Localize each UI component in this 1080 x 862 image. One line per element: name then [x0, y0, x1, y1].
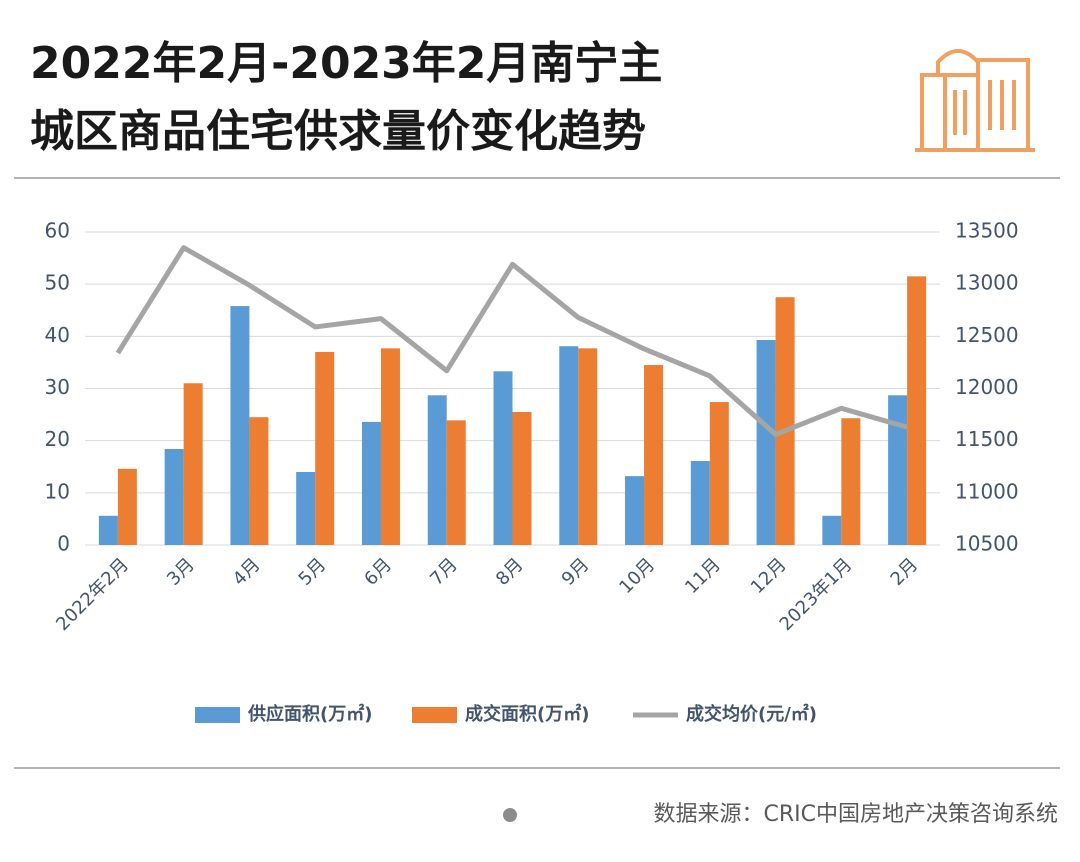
x-tick-label: 2月	[887, 554, 923, 590]
bar	[578, 348, 598, 545]
line	[115, 245, 908, 437]
y2-tick-label: 12500	[955, 323, 1019, 347]
bar	[249, 417, 269, 545]
bar	[756, 339, 776, 545]
x-tick-label: 5月	[295, 554, 331, 590]
bar	[183, 383, 203, 545]
x-tick-label: 2022年2月	[52, 554, 133, 635]
bar	[361, 421, 381, 545]
y2-tick-label: 13000	[955, 271, 1019, 295]
y-tick-label: 20	[45, 427, 70, 451]
x-tick-label: 12月	[747, 554, 791, 598]
y2-tick-label: 11000	[955, 479, 1019, 503]
x-tick-label: 11月	[681, 554, 725, 598]
bar	[559, 346, 579, 545]
bar	[644, 365, 664, 545]
building-icon	[915, 49, 1035, 152]
bar	[690, 461, 710, 545]
y-tick-label: 0	[57, 532, 70, 556]
y2-tick-label: 12000	[955, 375, 1019, 399]
bar	[822, 515, 842, 545]
x-tick-label: 3月	[163, 554, 199, 590]
bar	[315, 351, 335, 545]
legend-label: 成交均价(元/㎡)	[686, 703, 817, 725]
legend-label: 供应面积(万㎡)	[247, 703, 372, 725]
bar	[117, 468, 137, 545]
bar	[709, 402, 729, 545]
y-tick-label: 50	[45, 271, 70, 295]
y2-tick-label: 13500	[955, 219, 1019, 243]
source: 数据来源：CRIC中国房地产决策咨询系统	[654, 802, 1059, 827]
chart-title: 2022年2月-2023年2月南宁主	[30, 38, 662, 89]
y-tick-label: 30	[45, 375, 70, 399]
legend-label: 成交面积(万㎡)	[465, 703, 589, 725]
x-tick-label: 6月	[360, 554, 396, 590]
x-tick-label: 9月	[558, 554, 594, 590]
x-tick-label: 4月	[229, 554, 265, 590]
bar	[888, 395, 908, 545]
bar	[907, 276, 927, 545]
bar	[427, 395, 447, 545]
bar	[493, 371, 513, 545]
y2-tick-label: 10500	[955, 532, 1019, 556]
x-tick-label: 7月	[426, 554, 462, 590]
bar	[625, 476, 645, 545]
bar	[380, 348, 400, 545]
y-tick-label: 40	[45, 323, 70, 347]
source-dot	[503, 808, 517, 822]
legend-swatch	[195, 707, 240, 723]
bar	[775, 297, 795, 545]
legend-swatch	[412, 707, 457, 723]
bar	[296, 471, 316, 545]
bar	[98, 515, 118, 545]
bar	[164, 449, 184, 545]
x-tick-label: 8月	[492, 554, 528, 590]
y-tick-label: 60	[45, 219, 70, 243]
y-tick-label: 10	[45, 479, 70, 503]
bar	[841, 418, 861, 545]
bar	[230, 306, 250, 545]
chart-title: 城区商品住宅供求量价变化趋势	[30, 106, 646, 157]
bar	[446, 420, 466, 545]
bar	[512, 411, 532, 545]
y2-tick-label: 11500	[955, 427, 1019, 451]
x-tick-label: 10月	[615, 554, 659, 598]
